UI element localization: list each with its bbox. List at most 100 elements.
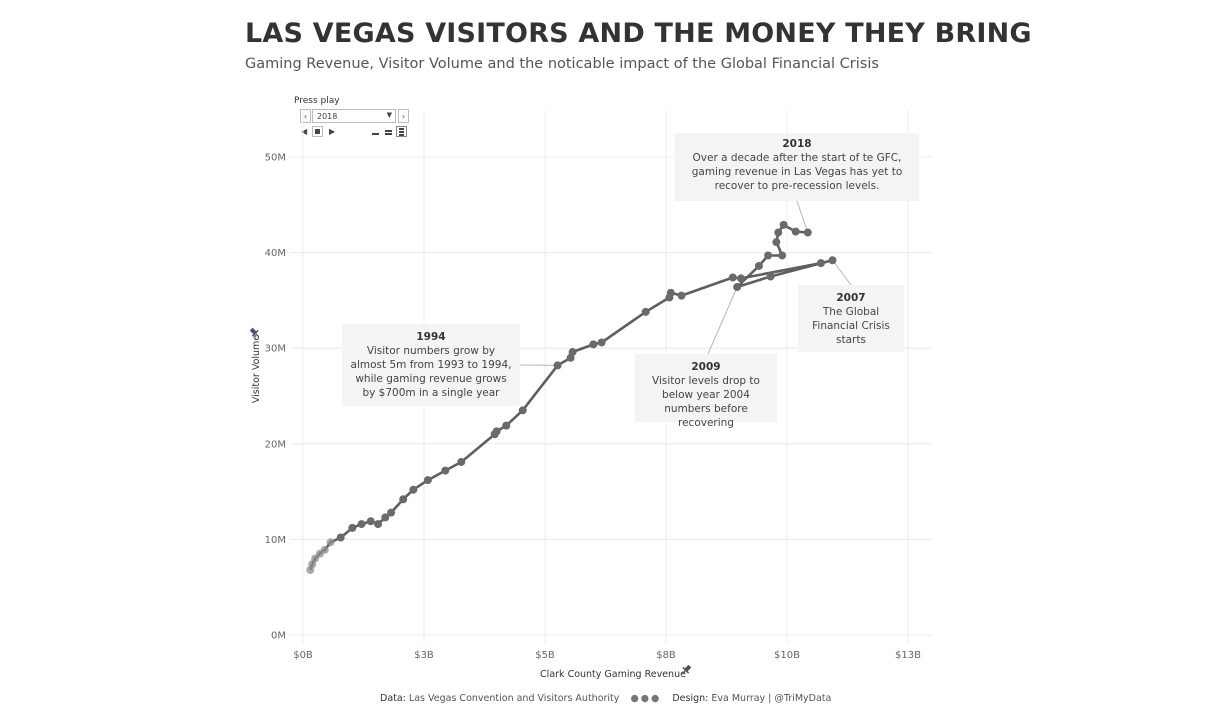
data-point[interactable] (791, 227, 800, 236)
data-point[interactable] (357, 520, 366, 529)
year-select[interactable]: 2018 ▼ (312, 109, 396, 123)
footer-data-source: Las Vegas Convention and Visitors Author… (408, 693, 620, 704)
data-point[interactable] (597, 338, 606, 347)
annotation-2018-text: Over a decade after the start of te GFC,… (691, 152, 903, 192)
play-backward-icon[interactable]: ◀ (301, 127, 308, 136)
annotation-2018: 2018 Over a decade after the start of te… (675, 133, 919, 201)
data-point[interactable] (348, 523, 357, 532)
data-point[interactable] (502, 421, 511, 430)
annotation-2009-text: Visitor levels drop to below year 2004 n… (652, 375, 760, 429)
speed-normal-icon (385, 130, 392, 132)
next-year-button[interactable]: › (398, 109, 409, 123)
data-point[interactable] (828, 256, 837, 265)
speed-slow-icon (372, 133, 379, 135)
y-tick-label: 0M (271, 631, 286, 642)
data-point[interactable] (492, 427, 501, 436)
x-tick-label: $3B (414, 650, 434, 661)
data-point[interactable] (666, 288, 675, 297)
previous-year-button[interactable]: ‹ (300, 109, 311, 123)
footer-design-label: Design: (672, 693, 709, 704)
x-tick-label: $8B (656, 650, 676, 661)
y-axis-title: Visitor Volume (251, 335, 262, 403)
x-axis-pin-icon[interactable] (680, 663, 693, 676)
annotation-leader-line (832, 259, 852, 286)
y-axis-pin-icon[interactable] (248, 326, 261, 339)
annotation-1994-text: Visitor numbers grow by almost 5m from 1… (350, 345, 512, 399)
speed-slow-button[interactable] (370, 126, 381, 137)
page-subtitle: Gaming Revenue, Visitor Volume and the n… (245, 56, 879, 72)
data-point[interactable] (409, 485, 418, 494)
chevron-right-icon: › (401, 111, 406, 121)
annotation-leader-line (707, 286, 738, 355)
data-point[interactable] (737, 274, 746, 283)
x-tick-label: $13B (895, 650, 921, 661)
speed-fast-icon (399, 128, 404, 130)
speed-fast-icon-bar (399, 134, 404, 136)
y-tick-label: 50M (265, 153, 286, 164)
data-point[interactable] (399, 495, 408, 504)
speed-fast-icon-bar (399, 131, 404, 133)
data-point[interactable] (778, 251, 787, 260)
chevron-left-icon: ‹ (303, 111, 308, 121)
chevron-down-icon: ▼ (386, 111, 392, 119)
data-point[interactable] (779, 220, 788, 229)
year-select-value: 2018 (317, 111, 338, 121)
data-point[interactable] (441, 466, 450, 475)
data-point[interactable] (816, 259, 825, 268)
data-point[interactable] (728, 273, 737, 282)
axis-ticks: 0M 10M 20M 30M 40M 50M $0B $3B $5B $8B $10B $13B (265, 153, 921, 662)
data-point[interactable] (381, 513, 390, 522)
annotation-leader-line (796, 200, 809, 233)
speed-fast-button[interactable] (396, 126, 407, 137)
annotation-2018-year: 2018 (782, 138, 812, 150)
data-point[interactable] (803, 228, 812, 237)
data-point[interactable] (336, 533, 345, 542)
speed-normal-button[interactable] (383, 126, 394, 137)
stop-icon (315, 129, 320, 134)
data-point[interactable] (764, 251, 773, 260)
data-point[interactable] (766, 272, 775, 281)
data-point[interactable] (320, 545, 329, 554)
play-label: Press play (294, 96, 340, 106)
data-point[interactable] (374, 520, 383, 529)
data-point[interactable] (568, 348, 577, 357)
data-point[interactable] (641, 307, 650, 316)
data-point[interactable] (326, 538, 335, 547)
data-point[interactable] (366, 517, 375, 526)
annotation-2009-year: 2009 (691, 361, 721, 373)
footer-design-credit: Eva Murray | @TriMyData (711, 693, 832, 704)
data-point[interactable] (387, 508, 396, 517)
play-forward-icon[interactable]: ▶ (329, 127, 336, 136)
data-point[interactable] (423, 476, 432, 485)
stop-button[interactable] (312, 126, 323, 137)
data-points (306, 220, 837, 574)
data-point[interactable] (754, 261, 763, 270)
data-point[interactable] (457, 457, 466, 466)
speed-normal-icon-bar (385, 133, 392, 135)
data-point[interactable] (518, 406, 527, 415)
annotation-2007-text: The Global Financial Crisis starts (812, 306, 890, 346)
data-point[interactable] (677, 291, 686, 300)
data-point[interactable] (772, 238, 781, 247)
annotation-2007-year: 2007 (836, 292, 866, 304)
y-tick-label: 10M (265, 535, 286, 546)
footer: Data: Las Vegas Convention and Visitors … (380, 693, 831, 704)
y-tick-label: 40M (265, 248, 286, 259)
footer-data-label: Data: (380, 693, 406, 704)
annotation-2007: 2007 The Global Financial Crisis starts (798, 285, 904, 352)
annotation-1994: 1994 Visitor numbers grow by almost 5m f… (342, 324, 520, 406)
data-point[interactable] (733, 283, 742, 292)
annotation-2009: 2009 Visitor levels drop to below year 2… (635, 354, 777, 429)
y-tick-label: 30M (265, 344, 286, 355)
data-point[interactable] (589, 340, 598, 349)
x-tick-label: $10B (774, 650, 800, 661)
x-tick-label: $0B (293, 650, 313, 661)
x-tick-label: $5B (535, 650, 555, 661)
data-point[interactable] (774, 228, 783, 237)
y-tick-label: 20M (265, 439, 286, 450)
page-title: LAS VEGAS VISITORS AND THE MONEY THEY BR… (245, 18, 1032, 49)
data-point[interactable] (553, 361, 562, 370)
annotation-1994-year: 1994 (416, 331, 446, 343)
footer-separator: ●●● (630, 693, 662, 704)
